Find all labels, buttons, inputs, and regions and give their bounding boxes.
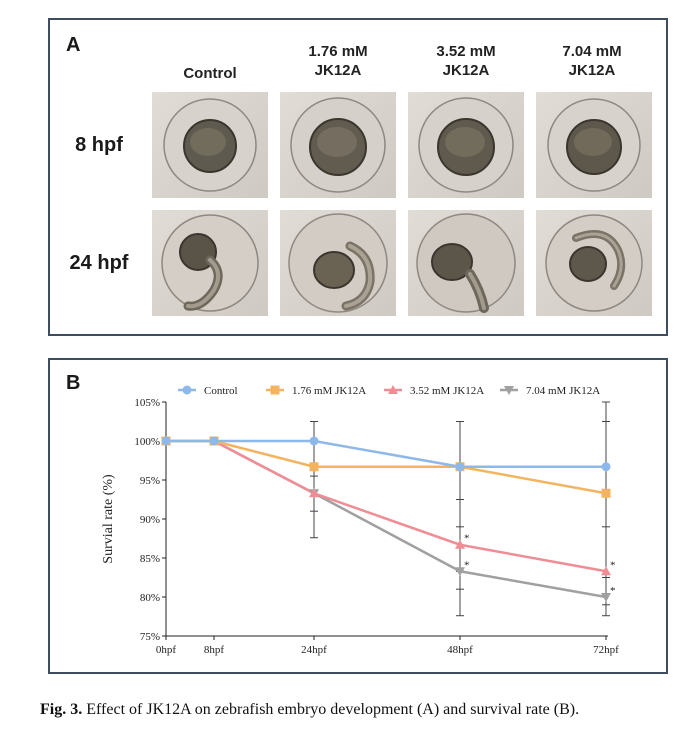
y-tick-label: 95% bbox=[140, 475, 160, 487]
y-tick-label: 105% bbox=[134, 397, 160, 409]
data-point bbox=[455, 462, 465, 472]
legend-label: 3.52 mM JK12A bbox=[410, 385, 484, 397]
significance-marker: * bbox=[464, 559, 470, 571]
data-point bbox=[161, 436, 171, 446]
data-point bbox=[209, 436, 219, 446]
survival-rate-chart: 75% 80% 85% 90% 95% 100% 105% 0hpf 8hpf 24hpf 48hp… bbox=[101, 385, 619, 656]
data-point bbox=[601, 566, 611, 576]
y-tick-label: 80% bbox=[140, 592, 160, 604]
figure-caption: Fig. 3. Effect of JK12A on zebrafish emb… bbox=[40, 700, 674, 720]
legend-marker bbox=[182, 385, 192, 395]
panel-b: B 75% 80% 85% 90% 95% 100% 105% 0hpf 8hpf 24hpf 48… bbox=[48, 358, 668, 674]
y-tick-label: 75% bbox=[140, 631, 160, 643]
panel-a-letter: A bbox=[66, 34, 81, 56]
data-point bbox=[309, 436, 319, 446]
data-point bbox=[601, 462, 611, 472]
y-axis-title: Survial rate (%) bbox=[101, 474, 116, 564]
panel-a: A Control 1.76 mM JK12A 3.52 mM JK12A 7.… bbox=[48, 18, 668, 336]
embryo-image-3-52-24hpf bbox=[408, 210, 524, 316]
column-label-control: Control bbox=[150, 64, 270, 83]
data-point bbox=[601, 593, 611, 602]
column-label-7-04: 7.04 mM JK12A bbox=[532, 42, 652, 80]
significance-marker: * bbox=[464, 533, 470, 545]
column-label-line1: 1.76 mM bbox=[308, 43, 368, 60]
row-label-8hpf: 8 hpf bbox=[75, 134, 123, 156]
x-tick-label: 72hpf bbox=[593, 644, 619, 656]
embryo-image-3-52-8hpf bbox=[408, 92, 524, 198]
embryo-image-7-04-24hpf bbox=[536, 210, 652, 316]
row-label-24hpf: 24 hpf bbox=[69, 252, 129, 274]
series-line-2 bbox=[166, 439, 607, 573]
legend-label: Control bbox=[204, 385, 238, 397]
x-tick-label: 0hpf bbox=[156, 644, 177, 656]
x-tick-label: 24hpf bbox=[301, 644, 327, 656]
significance-marker: * bbox=[610, 559, 616, 571]
y-tick-label: 100% bbox=[134, 436, 160, 448]
embryo-image-7-04-8hpf bbox=[536, 92, 652, 198]
panel-b-letter: B bbox=[66, 372, 81, 394]
significance-marker: * bbox=[610, 585, 616, 597]
column-label-line2: JK12A bbox=[568, 62, 616, 79]
legend-label: 1.76 mM JK12A bbox=[292, 385, 366, 397]
legend-marker bbox=[388, 385, 398, 394]
column-label-line2: JK12A bbox=[314, 62, 362, 79]
legend-marker bbox=[504, 386, 514, 395]
embryo-image-control-24hpf bbox=[152, 210, 268, 316]
embryo-image-1-76-24hpf bbox=[280, 210, 396, 316]
data-point bbox=[455, 567, 465, 577]
column-label-line2: JK12A bbox=[442, 62, 490, 79]
column-label-line1: 7.04 mM bbox=[562, 43, 622, 60]
y-tick-label: 85% bbox=[140, 553, 160, 565]
embryo-image-control-8hpf bbox=[152, 92, 268, 198]
column-label-line1: 3.52 mM bbox=[436, 43, 496, 60]
x-tick-label: 8hpf bbox=[204, 644, 225, 656]
data-point bbox=[601, 488, 611, 498]
legend-marker bbox=[270, 385, 280, 395]
data-point bbox=[309, 462, 319, 472]
caption-text: Effect of JK12A on zebrafish embryo deve… bbox=[82, 701, 580, 718]
legend-label: 7.04 mM JK12A bbox=[526, 385, 600, 397]
column-label-line1: Control bbox=[183, 65, 237, 82]
data-point bbox=[309, 488, 319, 498]
caption-label: Fig. 3. bbox=[40, 701, 83, 718]
data-point bbox=[455, 539, 465, 549]
y-tick-label: 90% bbox=[140, 514, 160, 526]
column-label-1-76: 1.76 mM JK12A bbox=[278, 42, 398, 80]
column-label-3-52: 3.52 mM JK12A bbox=[406, 42, 526, 80]
x-tick-label: 48hpf bbox=[447, 644, 473, 656]
embryo-image-1-76-8hpf bbox=[280, 92, 396, 198]
